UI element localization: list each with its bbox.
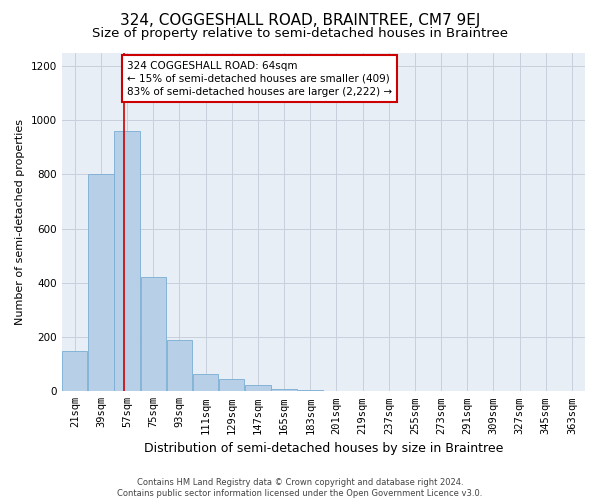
- Bar: [298, 390, 323, 392]
- Bar: [167, 340, 192, 392]
- Bar: [115, 131, 140, 392]
- X-axis label: Distribution of semi-detached houses by size in Braintree: Distribution of semi-detached houses by …: [143, 442, 503, 455]
- Bar: [219, 379, 244, 392]
- Bar: [271, 389, 297, 392]
- Bar: [88, 174, 113, 392]
- Bar: [323, 391, 349, 392]
- Bar: [193, 374, 218, 392]
- Text: Size of property relative to semi-detached houses in Braintree: Size of property relative to semi-detach…: [92, 28, 508, 40]
- Bar: [245, 384, 271, 392]
- Text: 324 COGGESHALL ROAD: 64sqm
← 15% of semi-detached houses are smaller (409)
83% o: 324 COGGESHALL ROAD: 64sqm ← 15% of semi…: [127, 60, 392, 97]
- Y-axis label: Number of semi-detached properties: Number of semi-detached properties: [15, 119, 25, 325]
- Bar: [62, 350, 88, 392]
- Text: 324, COGGESHALL ROAD, BRAINTREE, CM7 9EJ: 324, COGGESHALL ROAD, BRAINTREE, CM7 9EJ: [120, 12, 480, 28]
- Text: Contains HM Land Registry data © Crown copyright and database right 2024.
Contai: Contains HM Land Registry data © Crown c…: [118, 478, 482, 498]
- Bar: [140, 278, 166, 392]
